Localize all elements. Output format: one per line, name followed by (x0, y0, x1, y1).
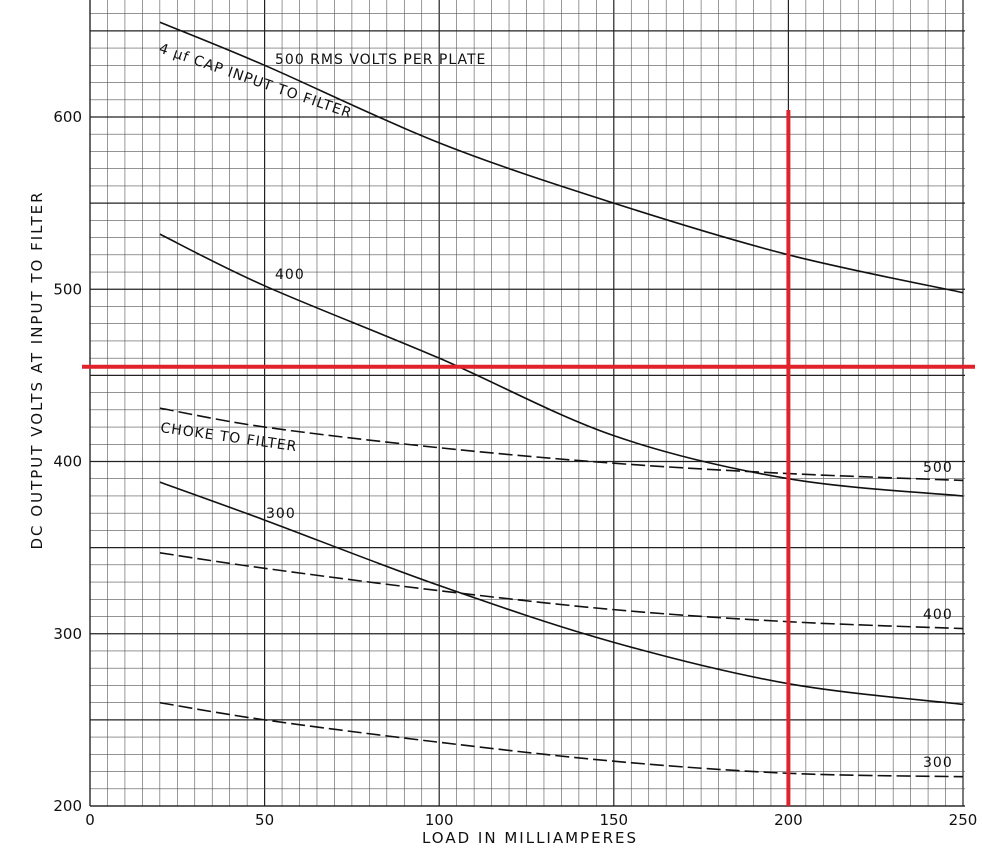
label-choke-400: 400 (923, 607, 953, 623)
annotation-choke-input: CHOKE TO FILTER (159, 420, 298, 455)
x-axis-label: LOAD IN MILLIAMPERES (422, 829, 638, 847)
x-tick-label: 250 (949, 811, 978, 829)
annotation-rms-volts: 500 RMS VOLTS PER PLATE (275, 52, 486, 68)
grid (89, 0, 965, 807)
y-axis-label: DC OUTPUT VOLTS AT INPUT TO FILTER (28, 190, 46, 549)
y-tick-label: 300 (53, 625, 82, 643)
y-tick-label: 200 (53, 797, 82, 815)
label-cap-300: 300 (266, 506, 296, 522)
series-line-dashed-300 (159, 701, 964, 778)
x-tick-label: 150 (599, 811, 628, 829)
y-tick-label: 500 (53, 280, 82, 298)
label-cap-400: 400 (275, 267, 305, 283)
label-choke-300: 300 (923, 755, 953, 771)
x-tick-label: 100 (425, 811, 454, 829)
x-tick-label: 50 (255, 811, 274, 829)
tick-labels: 0 50 100 150 200 250 200 300 400 500 600 (53, 108, 977, 829)
y-tick-label: 400 (53, 453, 82, 471)
series-line-dashed-400 (159, 552, 964, 630)
y-tick-label: 600 (53, 108, 82, 126)
curves (159, 21, 964, 778)
series-line-solid-500 (159, 21, 964, 294)
x-tick-label: 200 (774, 811, 803, 829)
series-line-solid-400 (159, 233, 964, 497)
series-line-dashed-500 (159, 407, 964, 482)
series-line-solid-300 (159, 481, 964, 706)
marker-lines (82, 110, 975, 806)
x-tick-label: 0 (85, 811, 95, 829)
label-choke-500: 500 (923, 460, 953, 476)
